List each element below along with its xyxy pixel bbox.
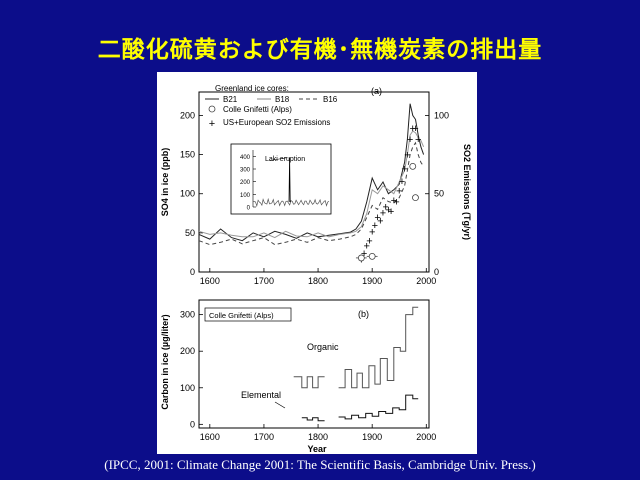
legend-marker-colle — [208, 105, 216, 113]
chart-figure: (a) SO4 in ice (ppb) SO2 Emissions (Tg/y… — [160, 84, 472, 454]
emissions-marker: + — [380, 208, 386, 220]
panel-b-ylabel: Carbon in ice (µg/liter) — [160, 314, 170, 409]
emissions-marker: + — [404, 150, 410, 162]
panel-a-frame — [198, 91, 430, 273]
panel-a-ytick-label: 200 — [180, 110, 195, 120]
emissions-marker: + — [369, 226, 375, 238]
emissions-marker: + — [412, 123, 418, 135]
panel-b-ytick-label: 0 — [190, 419, 195, 429]
panel-a-xtick-label: 1800 — [308, 276, 328, 286]
panel-b-label: (b) — [358, 309, 369, 319]
panel-a-label: (a) — [371, 86, 382, 96]
legend-item-b21: B21 — [223, 95, 238, 104]
colle-gnifetti-point — [357, 254, 365, 262]
panel-b-series — [293, 306, 419, 422]
panel-b-ticks: 1600 1700 1800 1900 2000 0 100 200 300 — [180, 310, 436, 442]
emissions-marker: + — [401, 164, 407, 176]
emissions-marker: + — [374, 212, 380, 224]
step-series-elemental — [338, 394, 419, 420]
legend-marker-emissions: + — [209, 118, 215, 130]
panel-a-ytick-label: 150 — [180, 150, 195, 160]
panel-b-ytick-label: 200 — [180, 346, 195, 356]
emissions-marker: + — [407, 134, 413, 146]
emissions-marker: + — [366, 236, 372, 248]
inset-content: 0 100 200 300 400 — [240, 150, 330, 212]
panel-a-y2label: SO2 Emissions (Tg/yr) — [462, 144, 472, 240]
inset-ytick-label: 200 — [240, 180, 251, 186]
legend-item-b18: B18 — [275, 95, 290, 104]
inset-ytick-label: 300 — [240, 168, 251, 174]
panel-a-ytick-label: 50 — [185, 228, 195, 238]
emissions-marker: + — [385, 204, 391, 216]
emissions-marker: + — [410, 123, 416, 135]
panel-b-frame — [198, 299, 430, 429]
panel-b-xlabel: Year — [307, 444, 327, 454]
emissions-marker: + — [372, 220, 378, 232]
emissions-marker: + — [364, 240, 370, 252]
citation: (IPCC, 2001: Climate Change 2001: The Sc… — [104, 457, 536, 472]
panel-a-ytick-label: 0 — [190, 267, 195, 277]
step-series-organic — [293, 376, 325, 389]
panel-a-y2tick-label: 50 — [434, 189, 444, 199]
slide-title: 二酸化硫黄および有機･無機炭素の排出量 — [97, 37, 543, 63]
emissions-marker: + — [396, 186, 402, 198]
figure-panel: (a) SO4 in ice (ppb) SO2 Emissions (Tg/y… — [157, 72, 477, 454]
panel-a-y2tick-label: 100 — [434, 110, 449, 120]
panel-a-xtick-label: 2000 — [416, 276, 436, 286]
panel-b-ytick-label: 100 — [180, 383, 195, 393]
inset-ytick-label: 100 — [240, 193, 251, 199]
annotation-elemental-arrow — [274, 401, 286, 409]
panel-a-xtick-label: 1900 — [362, 276, 382, 286]
panel-b-xtick-label: 1600 — [200, 432, 220, 442]
panel-b-xtick-label: 1800 — [308, 432, 328, 442]
series-line-b18 — [198, 130, 425, 239]
panel-b-xtick-label: 1900 — [362, 432, 382, 442]
emissions-marker: + — [391, 195, 397, 207]
step-series-elemental — [301, 417, 325, 422]
series-line-b21 — [198, 103, 425, 242]
panel-b-xtick-label: 1700 — [254, 432, 274, 442]
panel-b-xtick-label: 2000 — [416, 432, 436, 442]
colle-gnifetti-point — [409, 162, 417, 170]
emissions-marker: + — [415, 134, 421, 146]
panel-b-box-label: Colle Gnifetti (Alps) — [209, 311, 274, 320]
panel-b-box — [204, 307, 292, 322]
inset-series — [252, 197, 330, 208]
emissions-marker: + — [393, 197, 399, 209]
emissions-marker: + — [361, 248, 367, 260]
inset-laki-spike — [288, 157, 291, 202]
annotation-elemental: Elemental — [241, 390, 281, 400]
panel-b-ytick-label: 300 — [180, 310, 195, 320]
emissions-marker: + — [399, 176, 405, 188]
inset-ytick-label: 400 — [240, 155, 251, 161]
step-series-organic — [338, 306, 419, 389]
legend-item-b16: B16 — [323, 95, 338, 104]
panel-a-xtick-label: 1700 — [254, 276, 274, 286]
series-line-b16 — [198, 141, 425, 246]
annotation-organic: Organic — [307, 342, 339, 352]
panel-a-ylabel: SO4 in ice (ppb) — [160, 148, 170, 217]
panel-a-ytick-label: 100 — [180, 189, 195, 199]
emissions-marker: + — [377, 215, 383, 227]
emissions-marker: + — [388, 206, 394, 218]
legend-header: Greenland ice cores: — [215, 84, 289, 93]
panel-a-y2tick-label: 0 — [434, 267, 439, 277]
inset-title: Laki eruption — [265, 156, 305, 163]
legend: Greenland ice cores: B21 B18 B16 Colle G… — [205, 84, 338, 130]
panel-a-xtick-label: 1600 — [200, 276, 220, 286]
legend-item-emissions: US+European SO2 Emissions — [223, 118, 330, 127]
legend-item-colle: Colle Gnifetti (Alps) — [223, 105, 292, 114]
colle-gnifetti-point — [412, 194, 419, 202]
emissions-marker: + — [382, 201, 388, 213]
colle-gnifetti-point — [368, 252, 376, 260]
inset-ytick-label: 0 — [247, 206, 251, 212]
panel-a-series: ++++++++++++++++++++++ — [198, 103, 425, 266]
inset-spike-leader — [269, 157, 288, 161]
